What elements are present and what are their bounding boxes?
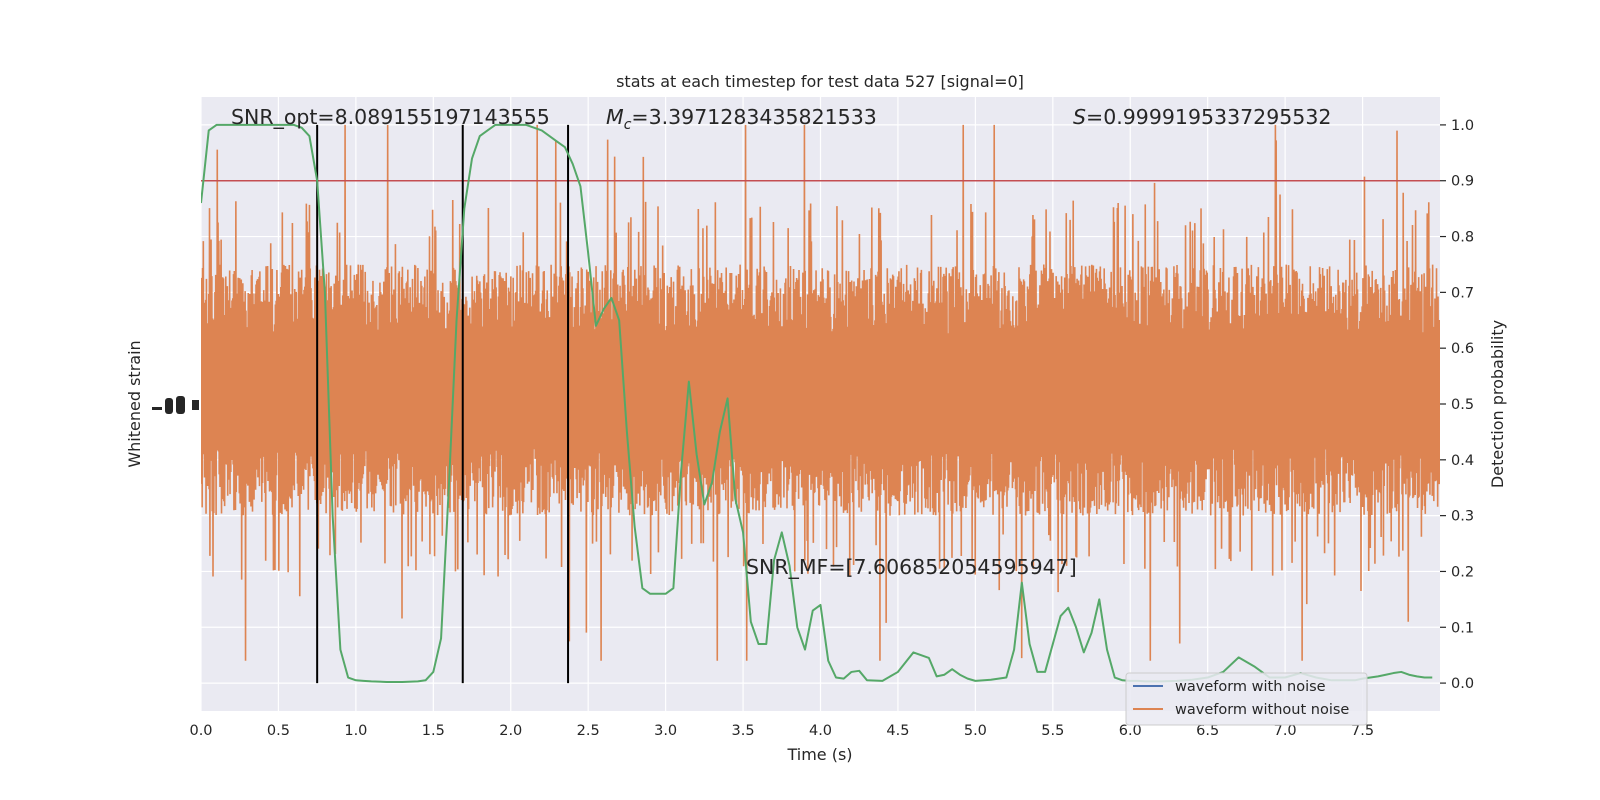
legend-label-with-noise: waveform with noise <box>1175 679 1326 695</box>
s-statistic-annotation: S=0.9999195337295532 <box>1073 105 1331 129</box>
right-tick-label: 0.3 <box>1451 509 1474 525</box>
x-tick-label: 6.5 <box>1196 723 1219 739</box>
right-tick-label: 0.4 <box>1451 453 1474 469</box>
right-tick-label: 0.2 <box>1451 564 1474 580</box>
x-tick-label: 3.5 <box>732 723 755 739</box>
chart-title: stats at each timestep for test data 527… <box>616 72 1024 91</box>
chirp-mass-value: =3.3971283435821533 <box>631 105 876 129</box>
right-tick-label: 1.0 <box>1451 118 1474 134</box>
snr-mf-annotation: SNR_MF=[7.606852054595947] <box>746 555 1077 580</box>
x-axis-label: Time (s) <box>786 745 852 764</box>
legend-label-without-noise: waveform without noise <box>1175 702 1349 718</box>
right-tick-label: 0.6 <box>1451 341 1474 357</box>
right-tick-label: 0.8 <box>1451 230 1474 246</box>
x-tick-label: 7.5 <box>1351 723 1374 739</box>
right-tick-label: 0.5 <box>1451 397 1474 413</box>
x-tick-label: 4.5 <box>886 723 909 739</box>
chirp-mass-annotation: Mc=3.3971283435821533 <box>606 105 877 133</box>
x-tick-label: 5.5 <box>1041 723 1064 739</box>
x-tick-label: 0.0 <box>189 723 212 739</box>
strain-waveform-path <box>201 124 1440 661</box>
x-tick-label: 3.0 <box>654 723 677 739</box>
x-tick-label: 7.0 <box>1274 723 1297 739</box>
left-axis-label: Whitened strain <box>125 340 144 467</box>
x-tick-label: 2.5 <box>577 723 600 739</box>
s-statistic-value: =0.9999195337295532 <box>1086 105 1331 129</box>
right-axis-label: Detection probability <box>1488 320 1507 488</box>
right-tick-label: 0.0 <box>1451 676 1474 692</box>
x-tick-label: 0.5 <box>267 723 290 739</box>
x-tick-label: 1.5 <box>422 723 445 739</box>
s-statistic-symbol: S <box>1073 105 1086 129</box>
chirp-mass-symbol: M <box>606 105 624 129</box>
x-tick-label: 1.0 <box>344 723 367 739</box>
snr-opt-annotation: SNR_opt=8.089155197143555 <box>231 105 550 130</box>
x-tick-label: 5.0 <box>964 723 987 739</box>
x-axis-ticks: 0.0 0.5 1.0 1.5 2.0 2.5 3.0 3.5 4.0 4.5 5.0 5.5 6.0 6… <box>189 723 1374 739</box>
strain-series <box>201 124 1440 661</box>
x-tick-label: 4.0 <box>809 723 832 739</box>
right-tick-label: 0.9 <box>1451 174 1474 190</box>
left-axis-tick-glyphs <box>152 396 199 414</box>
right-axis-ticks: 0.0 0.1 0.2 0.3 0.4 0.5 0.6 0.7 0.8 0.9 1.0 <box>1440 118 1474 692</box>
x-tick-label: 2.0 <box>499 723 522 739</box>
legend: waveform with noise waveform without noi… <box>1125 672 1368 726</box>
right-tick-label: 0.7 <box>1451 285 1474 301</box>
legend-box <box>1125 672 1368 726</box>
right-tick-label: 0.1 <box>1451 620 1474 636</box>
chirp-mass-subscript: c <box>624 117 632 133</box>
x-tick-label: 6.0 <box>1119 723 1142 739</box>
